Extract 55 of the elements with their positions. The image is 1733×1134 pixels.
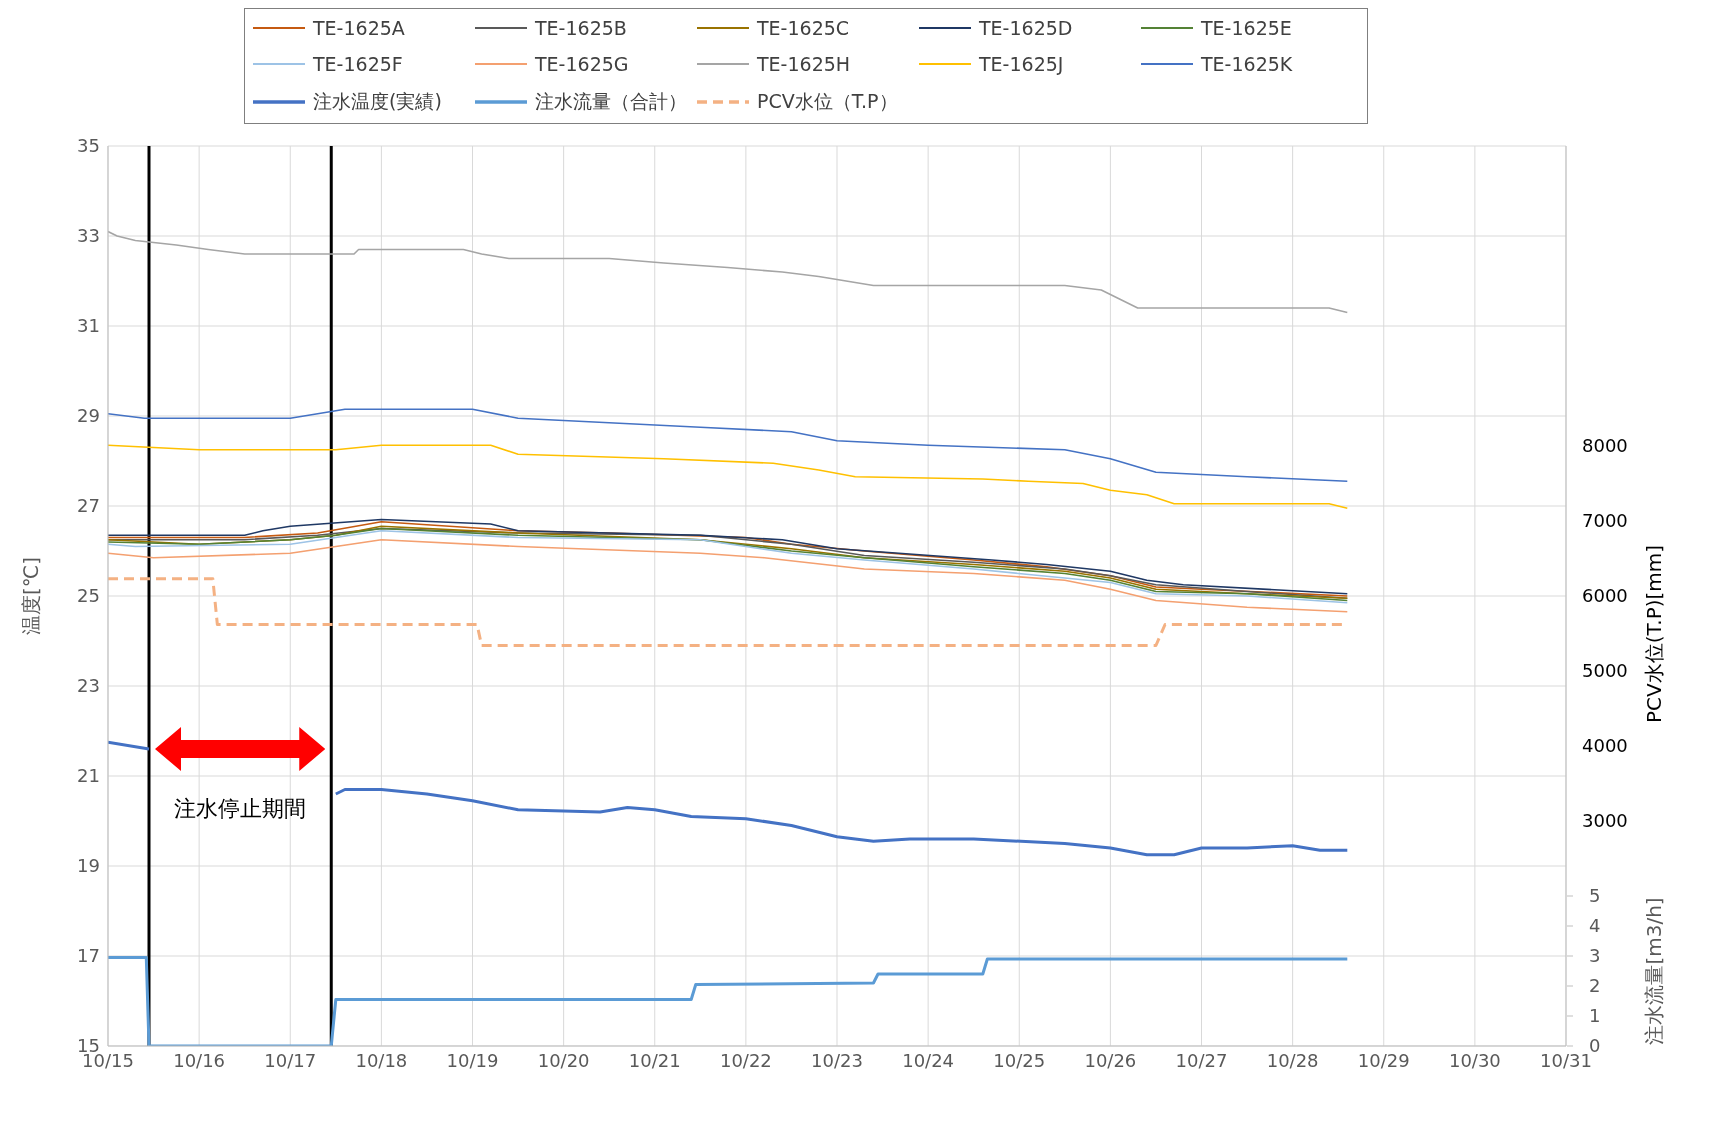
- legend-label: TE-1625C: [757, 17, 850, 39]
- x-tick-label: 10/30: [1448, 1049, 1501, 1071]
- y3-tick-label: 2: [1589, 975, 1601, 997]
- x-tick-label: 10/31: [1540, 1049, 1592, 1071]
- y2-tick-label: 5000: [1582, 660, 1628, 682]
- y-tick-label: 21: [77, 765, 100, 787]
- y-axis-title: 温度[℃]: [17, 556, 44, 636]
- y2-axis-title: PCV水位(T.P)[mm]: [1640, 544, 1667, 723]
- y-tick-label: 33: [77, 225, 100, 247]
- legend-label: TE-1625A: [313, 17, 405, 39]
- legend-label: 注水流量（合計）: [535, 89, 687, 114]
- x-tick-label: 10/24: [902, 1049, 955, 1071]
- y-tick-label: 31: [77, 315, 100, 337]
- y2-tick-label: 8000: [1582, 435, 1628, 457]
- legend-label: TE-1625E: [1201, 17, 1292, 39]
- legend-label: TE-1625D: [979, 17, 1073, 39]
- legend-label: TE-1625B: [535, 17, 627, 39]
- legend-label: TE-1625K: [1201, 53, 1293, 75]
- y3-axis-title: 注水流量[m3/h]: [1640, 897, 1667, 1045]
- annotation: 注水停止期間: [174, 795, 307, 823]
- y2-tick-label: 6000: [1582, 585, 1628, 607]
- x-tick-label: 10/16: [173, 1049, 226, 1071]
- legend-label: TE-1625F: [313, 53, 403, 75]
- y-tick-label: 27: [77, 495, 100, 517]
- y-tick-label: 19: [77, 855, 100, 877]
- x-tick-label: 10/21: [628, 1049, 681, 1071]
- y-tick-label: 29: [77, 405, 100, 427]
- x-tick-label: 10/19: [446, 1049, 499, 1071]
- y2-tick-label: 3000: [1582, 810, 1628, 832]
- y3-tick-label: 3: [1589, 945, 1601, 967]
- legend-label: TE-1625H: [757, 53, 851, 75]
- x-tick-label: 10/22: [719, 1049, 772, 1071]
- y2-tick-label: 7000: [1582, 510, 1628, 532]
- x-tick-label: 10/26: [1084, 1049, 1137, 1071]
- y3-tick-label: 0: [1589, 1035, 1601, 1057]
- x-tick-label: 10/28: [1266, 1049, 1319, 1071]
- y3-tick-label: 5: [1589, 885, 1601, 907]
- legend-label: PCV水位（T.P）: [757, 89, 898, 114]
- y-tick-label: 17: [77, 945, 100, 967]
- y3-tick-label: 1: [1589, 1005, 1601, 1027]
- x-tick-label: 10/25: [993, 1049, 1046, 1071]
- x-tick-label: 10/17: [264, 1049, 317, 1071]
- x-tick-label: 10/20: [537, 1049, 590, 1071]
- y3-tick-label: 4: [1589, 915, 1601, 937]
- x-tick-label: 10/18: [355, 1049, 408, 1071]
- x-tick-label: 10/23: [811, 1049, 863, 1071]
- legend-label: TE-1625G: [535, 53, 629, 75]
- y-tick-label: 35: [77, 135, 100, 157]
- legend-label: TE-1625J: [979, 53, 1064, 75]
- x-tick-label: 10/29: [1357, 1049, 1410, 1071]
- x-tick-label: 10/27: [1175, 1049, 1228, 1071]
- y2-tick-label: 4000: [1582, 735, 1628, 757]
- y-tick-label: 25: [77, 585, 100, 607]
- y-tick-label: 23: [77, 675, 100, 697]
- legend-label: 注水温度(実績): [313, 89, 442, 114]
